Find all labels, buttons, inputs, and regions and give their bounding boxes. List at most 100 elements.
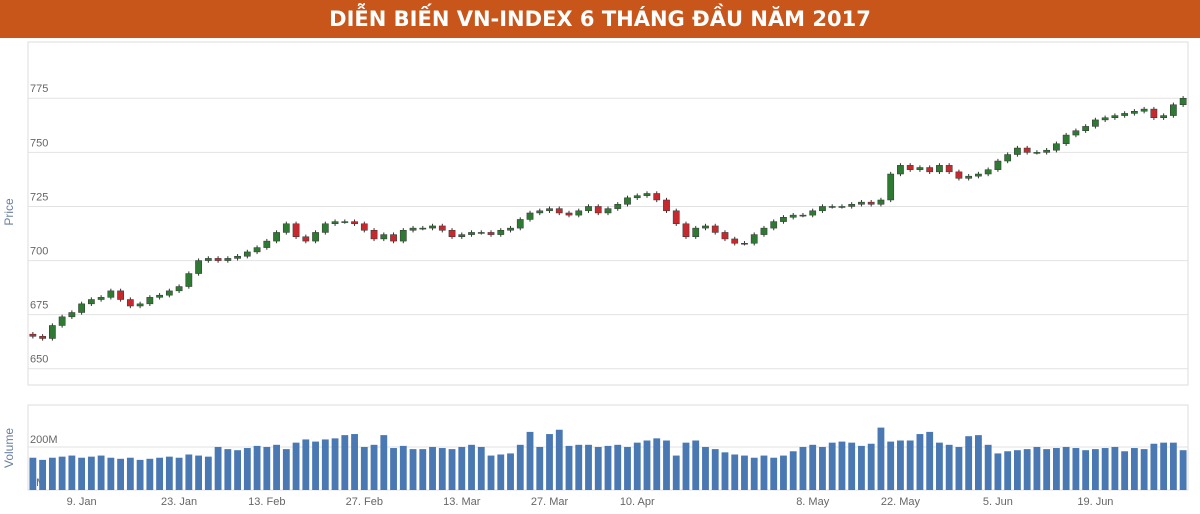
- candle-body: [633, 195, 641, 199]
- volume-axis-title: Volume: [2, 428, 16, 468]
- volume-bar: [1130, 448, 1138, 490]
- candle-body: [351, 221, 358, 225]
- candle-body: [614, 204, 622, 209]
- volume-bar: [809, 444, 817, 490]
- volume-bar: [78, 457, 86, 490]
- volume-bar: [575, 444, 583, 490]
- volume-bar: [351, 434, 358, 490]
- volume-bar: [1072, 448, 1080, 490]
- volume-bar: [390, 448, 397, 490]
- candle-body: [117, 290, 124, 300]
- y-tick-label: 775: [30, 83, 48, 95]
- x-tick-label: 13. Feb: [248, 496, 285, 508]
- candle-body: [653, 193, 661, 201]
- candle-body: [887, 173, 895, 201]
- candle-body: [68, 312, 76, 318]
- volume-bar: [282, 449, 290, 490]
- volume-bar: [409, 449, 417, 490]
- volume-bar: [1082, 450, 1090, 490]
- candle-body: [594, 206, 602, 214]
- volume-bar: [858, 445, 865, 490]
- volume-bar: [458, 446, 466, 490]
- volume-bar: [731, 454, 739, 490]
- y-tick-label: 725: [30, 191, 48, 203]
- volume-bar: [926, 431, 934, 490]
- y-axis-title: Price: [2, 198, 16, 226]
- volume-bar: [585, 444, 592, 490]
- volume-bar: [984, 444, 992, 490]
- candle-body: [458, 234, 466, 238]
- volume-bar: [672, 455, 680, 490]
- volume-bar: [39, 459, 47, 490]
- volume-bar: [87, 456, 95, 490]
- candle-body: [263, 240, 271, 248]
- candle-body: [848, 204, 856, 207]
- volume-bar: [1052, 448, 1060, 490]
- candle-body: [838, 206, 846, 208]
- volume-bar: [828, 442, 836, 490]
- candle-body: [692, 227, 700, 238]
- volume-bar: [663, 440, 670, 490]
- volume-bar: [906, 440, 914, 490]
- volume-bar: [624, 446, 631, 490]
- volume-bar: [1043, 449, 1051, 490]
- volume-bar: [448, 449, 456, 490]
- volume-bar: [936, 442, 943, 490]
- candle-body: [1111, 115, 1119, 118]
- y-tick-label: 675: [30, 300, 48, 312]
- candle-body: [984, 169, 992, 175]
- candle-body: [243, 251, 251, 257]
- volume-bar: [1004, 451, 1012, 490]
- candle-body: [39, 336, 46, 339]
- volume-bar: [97, 455, 105, 490]
- candle-body: [741, 243, 748, 245]
- candle-body: [975, 173, 982, 177]
- volume-bar: [711, 449, 719, 490]
- candle-body: [955, 171, 963, 179]
- candle-body: [526, 212, 534, 220]
- volume-bar: [916, 434, 924, 490]
- candle-body: [809, 210, 817, 216]
- volume-bar: [234, 450, 241, 490]
- volume-bar: [497, 454, 505, 490]
- volume-bar: [468, 444, 475, 490]
- candle-body: [370, 230, 378, 240]
- candle-body: [224, 258, 232, 261]
- candle-body: [97, 297, 105, 300]
- volume-bar: [438, 448, 446, 490]
- x-tick-label: 22. May: [881, 496, 921, 508]
- candle-body: [331, 221, 339, 225]
- candle-body: [419, 227, 427, 230]
- volume-bar: [253, 445, 261, 490]
- candle-body: [546, 208, 553, 212]
- x-tick-label: 27. Mar: [531, 496, 569, 508]
- candle-body: [175, 286, 183, 292]
- volume-bar: [1023, 449, 1031, 490]
- volume-bar: [1160, 442, 1168, 490]
- candle-body: [448, 230, 456, 238]
- candle-body: [1004, 154, 1012, 162]
- candle-body: [507, 227, 514, 231]
- candle-body: [214, 258, 222, 261]
- volume-bar: [1140, 449, 1148, 490]
- volume-bar: [224, 449, 232, 490]
- candle-body: [302, 236, 310, 242]
- volume-bar: [477, 446, 485, 490]
- volume-bar: [702, 446, 709, 490]
- candle-body: [897, 165, 904, 175]
- candle-body: [877, 199, 885, 205]
- candle-body: [672, 210, 680, 225]
- x-tick-label: 5. Jun: [983, 496, 1013, 508]
- candle-body: [156, 294, 163, 298]
- volume-bar: [1169, 442, 1177, 490]
- candle-body: [468, 232, 475, 235]
- candle-body: [1150, 108, 1158, 118]
- candle-body: [78, 303, 85, 313]
- candle-body: [49, 325, 56, 339]
- volume-bar: [165, 456, 173, 490]
- candle-body: [1140, 108, 1148, 112]
- volume-bar: [292, 442, 300, 490]
- volume-bar: [302, 439, 310, 490]
- volume-bar: [185, 454, 193, 490]
